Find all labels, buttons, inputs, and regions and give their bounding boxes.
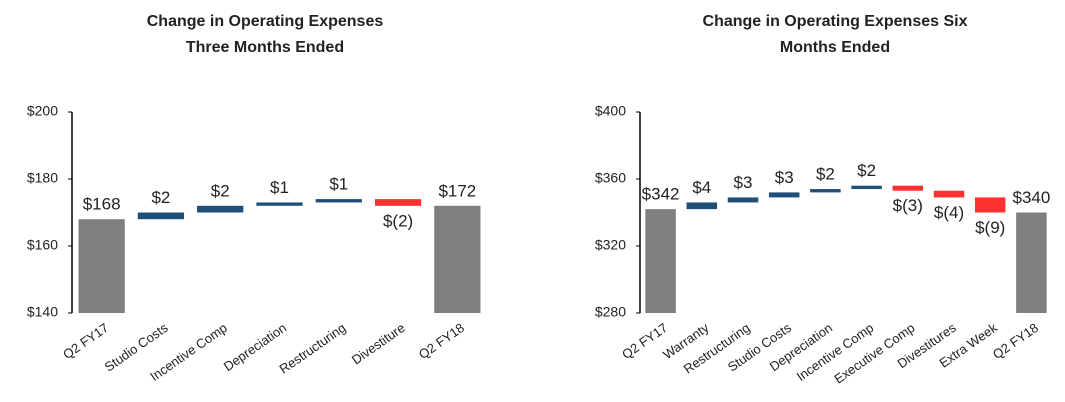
bar bbox=[768, 192, 800, 198]
bar bbox=[974, 197, 1006, 213]
x-tick-label: Q2 FY17 bbox=[619, 320, 670, 362]
y-tick-label: $180 bbox=[27, 170, 58, 186]
value-label: $3 bbox=[734, 173, 753, 192]
bar bbox=[933, 190, 965, 198]
bar bbox=[315, 199, 362, 203]
chart-title: Months Ended bbox=[780, 39, 890, 56]
value-label: $2 bbox=[151, 188, 170, 207]
chart-title: Change in Operating Expenses Six bbox=[703, 13, 968, 30]
y-tick-label: $400 bbox=[595, 103, 626, 119]
value-label: $(9) bbox=[975, 218, 1005, 237]
bar bbox=[686, 202, 718, 210]
y-tick-label: $160 bbox=[27, 237, 58, 253]
y-tick-label: $360 bbox=[595, 170, 626, 186]
x-tick-label: Restructuring bbox=[277, 320, 349, 377]
value-label: $172 bbox=[438, 181, 476, 200]
value-label: $1 bbox=[270, 178, 289, 197]
bar bbox=[434, 205, 481, 313]
y-tick-label: $320 bbox=[595, 237, 626, 253]
value-label: $342 bbox=[642, 185, 680, 204]
chart-title: Change in Operating Expenses bbox=[147, 13, 384, 30]
value-label: $1 bbox=[329, 175, 348, 194]
x-tick-label: Q2 FY18 bbox=[990, 320, 1041, 362]
y-tick-label: $140 bbox=[27, 304, 58, 320]
bar bbox=[851, 185, 882, 190]
bar bbox=[810, 189, 841, 193]
x-tick-label: Q2 FY17 bbox=[60, 320, 111, 362]
value-label: $3 bbox=[775, 168, 794, 187]
bar bbox=[256, 202, 303, 206]
value-label: $(2) bbox=[383, 211, 413, 230]
x-tick-label: Q2 FY18 bbox=[416, 320, 467, 362]
value-label: $168 bbox=[83, 195, 121, 214]
value-label: $2 bbox=[816, 165, 835, 184]
value-label: $4 bbox=[692, 178, 711, 197]
bar bbox=[197, 205, 244, 213]
bar bbox=[78, 219, 125, 313]
chart-title: Three Months Ended bbox=[186, 39, 344, 56]
bar bbox=[137, 212, 185, 220]
bar bbox=[892, 185, 924, 191]
bar bbox=[374, 199, 422, 206]
bar bbox=[1016, 212, 1047, 313]
value-label: $2 bbox=[857, 161, 876, 180]
x-tick-label: Divestiture bbox=[349, 320, 408, 368]
value-label: $(3) bbox=[893, 196, 923, 215]
value-label: $2 bbox=[211, 181, 230, 200]
value-label: $(4) bbox=[934, 203, 964, 222]
y-tick-label: $280 bbox=[595, 304, 626, 320]
bar bbox=[727, 197, 759, 203]
value-label: $340 bbox=[1012, 188, 1050, 207]
y-tick-label: $200 bbox=[27, 103, 58, 119]
bar bbox=[645, 209, 676, 313]
